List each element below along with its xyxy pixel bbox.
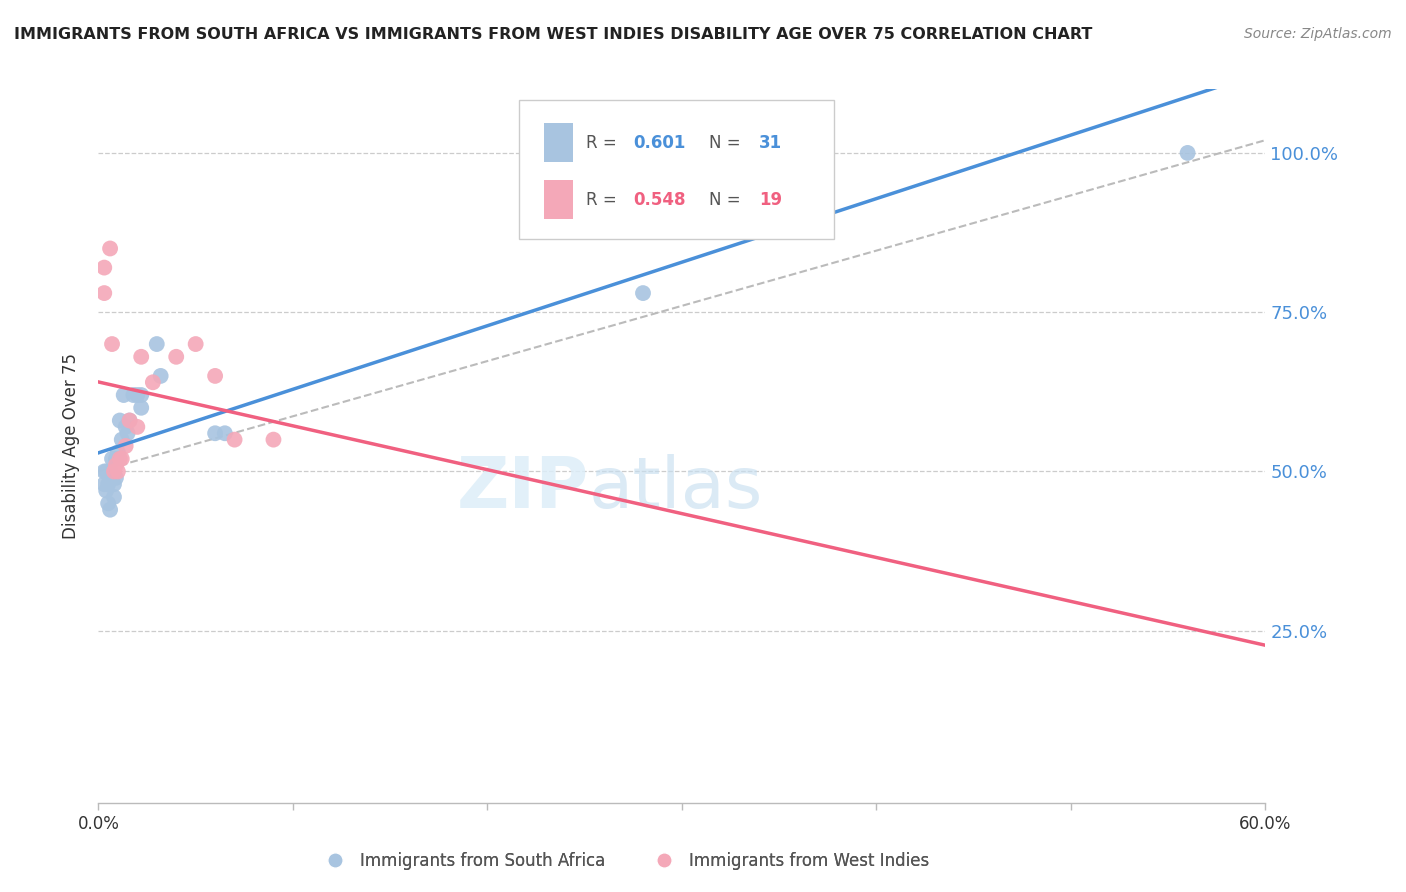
Point [93, 286, 115, 301]
Point [204, 426, 226, 441]
Y-axis label: Disability Age Over 75: Disability Age Over 75 [62, 353, 80, 539]
Text: IMMIGRANTS FROM SOUTH AFRICA VS IMMIGRANTS FROM WEST INDIES DISABILITY AGE OVER : IMMIGRANTS FROM SOUTH AFRICA VS IMMIGRAN… [14, 27, 1092, 42]
Text: atlas: atlas [589, 454, 763, 524]
Text: R =: R = [586, 191, 623, 209]
FancyBboxPatch shape [544, 123, 574, 162]
Point [224, 433, 246, 447]
Point [98, 242, 121, 256]
Point [104, 458, 127, 472]
Point [112, 388, 135, 402]
Text: N =: N = [709, 134, 745, 152]
Point [129, 350, 152, 364]
Point [214, 426, 236, 441]
Point [93, 260, 115, 275]
Point [96, 483, 118, 498]
Point [142, 376, 165, 390]
Point [127, 388, 149, 402]
Point [122, 388, 145, 402]
Point [103, 465, 125, 479]
Point [129, 388, 152, 402]
Point [114, 439, 136, 453]
FancyBboxPatch shape [519, 100, 834, 239]
Point [103, 477, 125, 491]
Point [103, 490, 125, 504]
Point [262, 433, 284, 447]
Point [690, 145, 713, 160]
Text: Source: ZipAtlas.com: Source: ZipAtlas.com [1244, 27, 1392, 41]
Point [108, 451, 131, 466]
Legend: Immigrants from South Africa, Immigrants from West Indies: Immigrants from South Africa, Immigrants… [312, 846, 935, 877]
Point [93, 477, 115, 491]
Point [118, 413, 141, 427]
Point [107, 465, 129, 479]
Point [129, 401, 152, 415]
Point [1177, 145, 1199, 160]
Point [631, 286, 654, 301]
Text: 31: 31 [759, 134, 782, 152]
Point [104, 471, 127, 485]
Point [146, 337, 169, 351]
Point [98, 502, 121, 516]
Point [97, 477, 120, 491]
Point [204, 368, 226, 383]
Text: 0.548: 0.548 [633, 191, 685, 209]
Point [98, 465, 121, 479]
Point [107, 445, 129, 459]
Point [165, 350, 187, 364]
Point [117, 426, 139, 441]
Point [127, 420, 149, 434]
Point [111, 433, 134, 447]
Point [149, 368, 172, 383]
Point [96, 465, 118, 479]
Point [118, 413, 141, 427]
Text: 0.601: 0.601 [633, 134, 685, 152]
Point [93, 465, 115, 479]
Point [184, 337, 207, 351]
Text: N =: N = [709, 191, 745, 209]
Text: R =: R = [586, 134, 623, 152]
Point [97, 496, 120, 510]
Text: 19: 19 [759, 191, 782, 209]
Point [104, 451, 127, 466]
Point [101, 451, 124, 466]
Point [101, 337, 124, 351]
Text: ZIP: ZIP [457, 454, 589, 524]
Point [111, 451, 134, 466]
FancyBboxPatch shape [544, 180, 574, 219]
Point [114, 420, 136, 434]
Point [108, 413, 131, 427]
